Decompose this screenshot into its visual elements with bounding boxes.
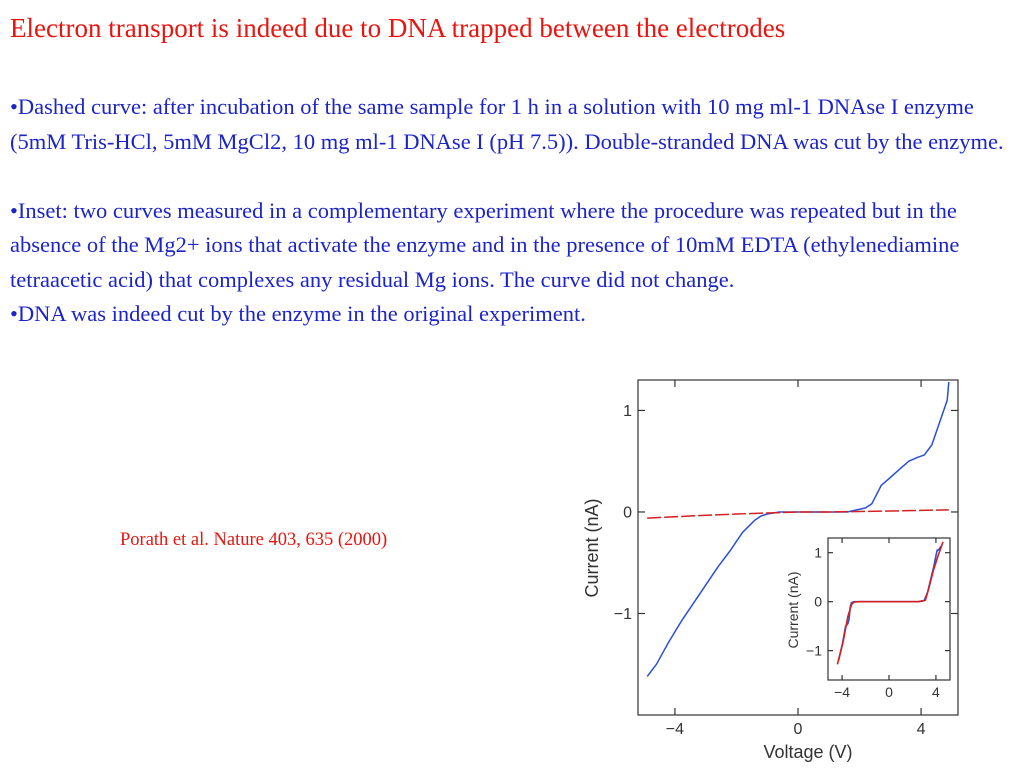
inset-plot: −4 0 4 −1 0 1 Current (nA) bbox=[785, 537, 951, 700]
main-xtick-label: −4 bbox=[666, 721, 684, 738]
main-xtick-label: 0 bbox=[794, 721, 803, 738]
main-series-dashed-1 bbox=[647, 509, 949, 519]
inset-ylabel: Current (nA) bbox=[785, 571, 801, 648]
main-ytick-label: −1 bbox=[614, 606, 632, 623]
main-xtick-label: 4 bbox=[917, 721, 926, 738]
inset-series-solid-1 bbox=[836, 541, 944, 665]
bullet-conclusion: •DNA was indeed cut by the enzyme in the… bbox=[10, 301, 586, 326]
main-plot: −4 0 4 −1 0 1 Voltage (V) Current (nA) bbox=[582, 379, 959, 762]
main-ytick-label: 1 bbox=[623, 403, 632, 420]
inset-xtick-label: 0 bbox=[885, 684, 893, 700]
main-xlabel: Voltage (V) bbox=[763, 742, 852, 762]
citation: Porath et al. Nature 403, 635 (2000) bbox=[120, 530, 388, 550]
inset-ytick-label: 0 bbox=[814, 594, 822, 610]
slide-title: Electron transport is indeed due to DNA … bbox=[10, 13, 786, 43]
slide-body: •Dashed curve: after incubation of the s… bbox=[10, 90, 1015, 332]
iv-curve-figure: −4 0 4 −1 0 1 Voltage (V) Current (nA) −4 0 4 −1… bbox=[582, 379, 959, 762]
bullet-dashed-curve: •Dashed curve: after incubation of the s… bbox=[10, 94, 1004, 154]
main-ytick-label: 0 bbox=[623, 505, 632, 522]
bullet-inset: •Inset: two curves measured in a complem… bbox=[10, 197, 960, 292]
inset-ytick-label: −1 bbox=[806, 643, 822, 659]
main-ylabel: Current (nA) bbox=[582, 498, 602, 597]
inset-xtick-label: 4 bbox=[932, 684, 940, 700]
inset-ytick-label: 1 bbox=[814, 545, 822, 561]
inset-xtick-label: −4 bbox=[834, 684, 850, 700]
inset-plot-frame bbox=[827, 537, 951, 681]
